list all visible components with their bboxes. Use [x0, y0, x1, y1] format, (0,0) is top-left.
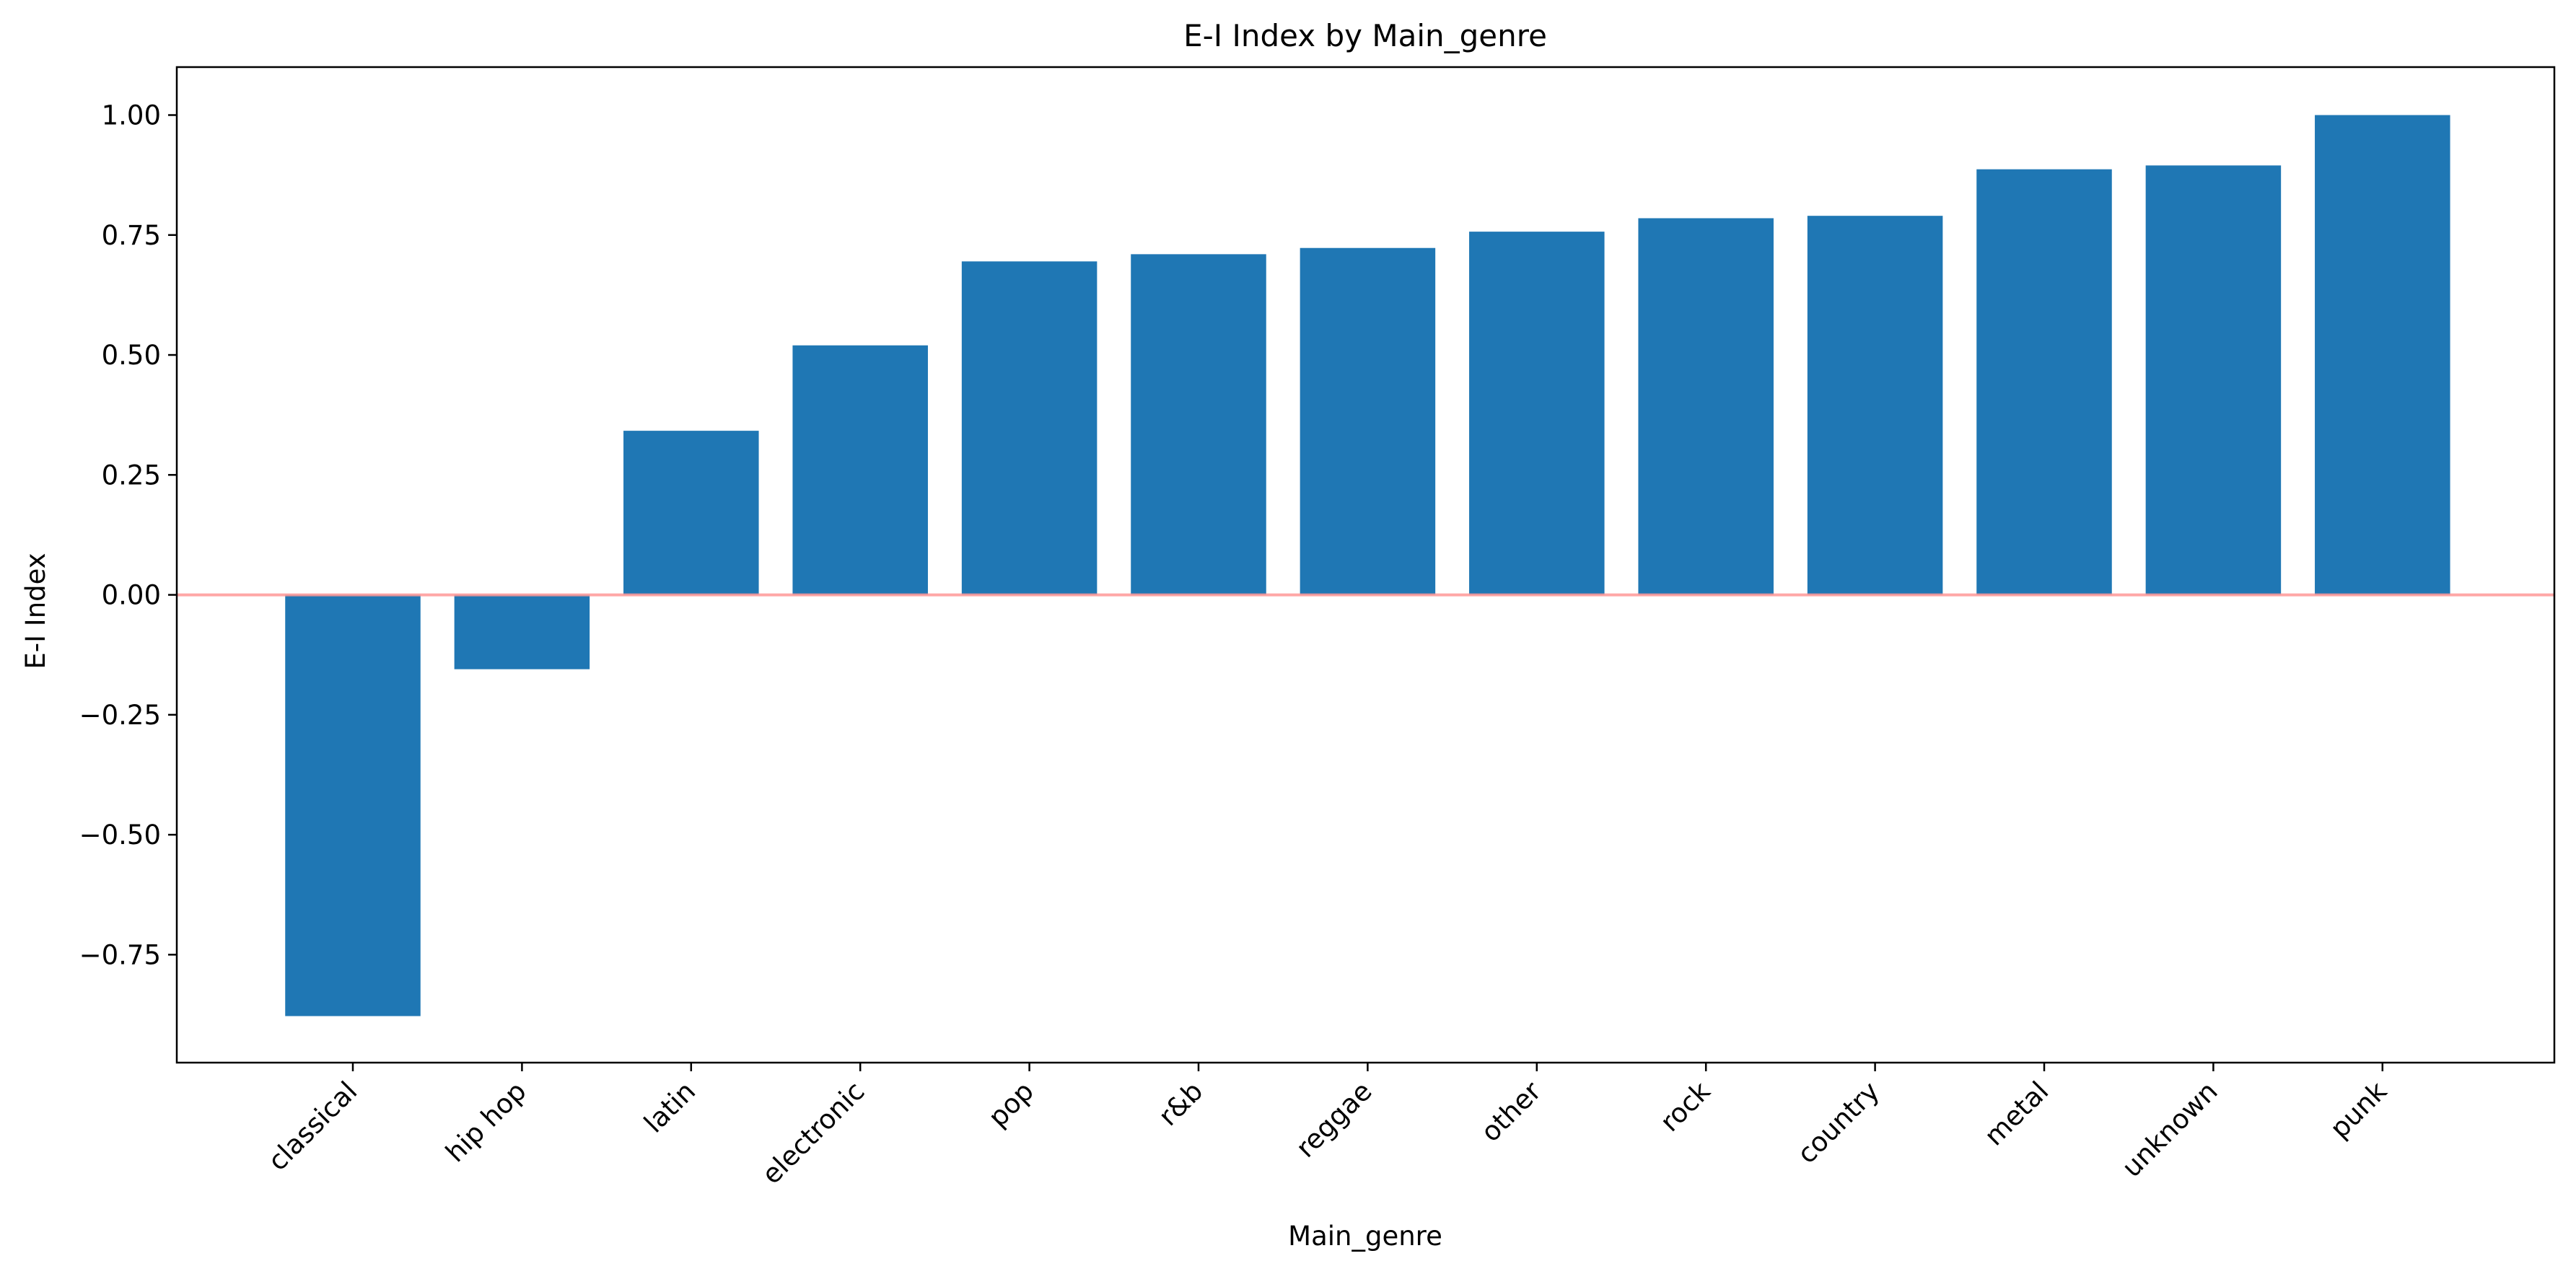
bar-hip-hop	[454, 594, 590, 669]
x-tick-label: latin	[638, 1076, 701, 1139]
x-tick-label: country	[1792, 1076, 1885, 1169]
bar-rock	[1638, 218, 1774, 595]
bar-country	[1807, 216, 1943, 595]
x-tick-label: other	[1475, 1075, 1548, 1148]
x-tick-label: hip hop	[439, 1076, 532, 1168]
bar-unknown	[2145, 165, 2282, 595]
x-tick-label: rock	[1654, 1076, 1717, 1138]
y-tick-label: −0.75	[79, 939, 161, 970]
y-tick-label: 0.00	[102, 580, 161, 611]
plot-frame	[175, 66, 2556, 1064]
bar-other	[1469, 232, 1605, 595]
bar-punk	[2315, 115, 2450, 595]
y-tick-label: −0.50	[79, 820, 161, 851]
bar-reggae	[1300, 247, 1436, 595]
x-tick-label: punk	[2324, 1076, 2393, 1145]
bar-pop	[961, 261, 1098, 595]
y-tick-label: −0.25	[79, 700, 161, 731]
bar-metal	[1976, 169, 2112, 595]
x-tick-label: reggae	[1290, 1076, 1378, 1164]
bar-r-b	[1131, 254, 1266, 595]
chart-title: E-I Index by Main_genre	[1183, 18, 1547, 53]
y-tick-label: 1.00	[102, 100, 161, 131]
y-tick-label: 0.75	[102, 220, 161, 251]
x-tick-label: metal	[1979, 1076, 2055, 1152]
x-tick-label: r&b	[1152, 1076, 1209, 1132]
x-tick-label: unknown	[2116, 1076, 2223, 1183]
bar-classical	[285, 594, 421, 1016]
bar-electronic	[792, 345, 928, 595]
x-tick-label: classical	[262, 1076, 363, 1177]
x-tick-label: pop	[982, 1076, 1040, 1133]
bar-latin	[623, 431, 759, 595]
y-axis-label: E-I Index	[20, 553, 51, 669]
y-tick-label: 0.25	[102, 460, 161, 491]
x-tick-label: electronic	[756, 1076, 871, 1190]
y-tick-label: 0.50	[102, 340, 161, 371]
x-axis-label: Main_genre	[1288, 1221, 1442, 1252]
